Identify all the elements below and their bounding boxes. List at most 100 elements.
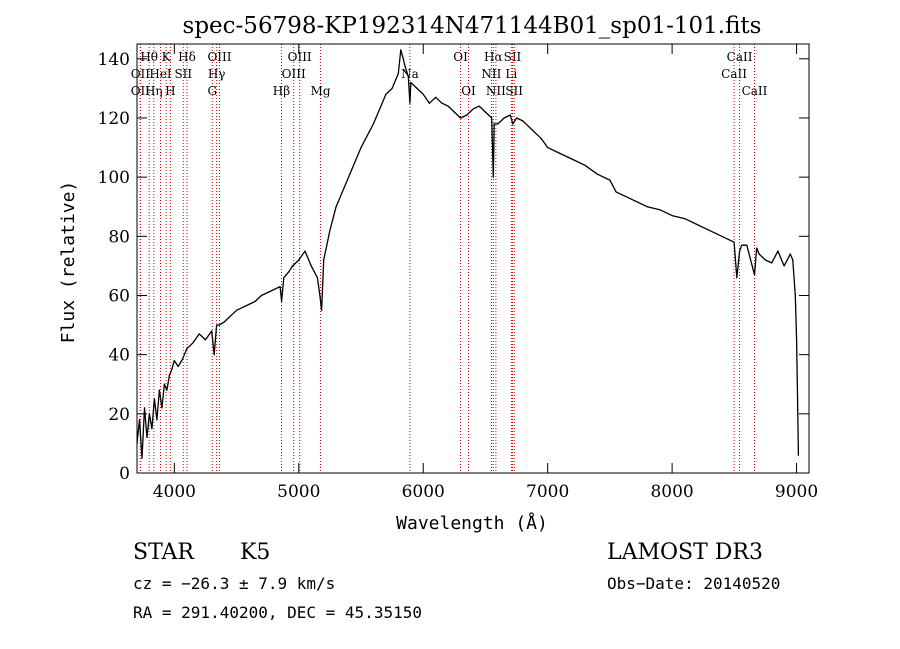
data-point-81 <box>522 120 524 122</box>
line-label-6: H <box>165 84 175 98</box>
data-point-109 <box>756 247 758 249</box>
data-point-29 <box>242 306 244 308</box>
data-point-21 <box>204 339 207 341</box>
y-tick-label-0: 0 <box>119 464 130 484</box>
data-point-117 <box>794 294 796 297</box>
data-point-70 <box>472 108 474 110</box>
data-point-40 <box>298 259 300 261</box>
y-tick-label-5: 100 <box>98 168 130 188</box>
data-point-73 <box>491 117 493 119</box>
data-point-104 <box>736 277 738 279</box>
data-point-11 <box>163 383 165 385</box>
line-label-25: CaII <box>721 67 747 81</box>
x-tick-label-4: 8000 <box>650 482 693 502</box>
line-label-11: G <box>207 84 217 98</box>
data-point-116 <box>792 259 794 261</box>
line-label-3: Hη <box>145 84 163 98</box>
data-point-35 <box>279 286 281 288</box>
data-point-20 <box>198 333 200 335</box>
data-point-53 <box>391 87 393 89</box>
series-line-flux <box>136 49 800 459</box>
line-label-14: OIII <box>282 67 306 81</box>
data-point-54 <box>397 72 399 75</box>
data-point-2 <box>141 457 143 459</box>
data-point-98 <box>683 217 686 220</box>
data-point-94 <box>634 200 636 202</box>
data-point-12 <box>166 389 168 391</box>
data-point-19 <box>192 342 194 344</box>
data-point-75 <box>493 123 495 125</box>
data-point-31 <box>254 300 256 302</box>
data-point-113 <box>777 250 779 252</box>
data-point-80 <box>515 117 518 119</box>
data-point-59 <box>409 102 411 104</box>
data-point-115 <box>789 253 791 255</box>
data-point-85 <box>547 146 549 149</box>
plot-frame <box>136 43 810 474</box>
x-tick-label-5: 9000 <box>775 482 818 502</box>
line-label-21: NII <box>486 84 506 98</box>
data-point-102 <box>727 238 729 240</box>
data-point-39 <box>291 265 294 267</box>
data-point-84 <box>540 138 543 140</box>
data-point-103 <box>733 241 735 243</box>
y-tick-label-7: 140 <box>98 50 130 70</box>
data-point-57 <box>403 64 406 66</box>
data-point-65 <box>441 102 443 104</box>
data-point-112 <box>771 262 773 264</box>
data-point-42 <box>310 265 312 267</box>
line-label-7: SII <box>174 67 192 81</box>
data-point-83 <box>534 132 536 134</box>
data-point-110 <box>758 253 760 255</box>
data-point-58 <box>407 75 409 78</box>
x-tick-label-2: 6000 <box>402 482 445 502</box>
line-label-22: SII <box>504 50 522 64</box>
data-point-7 <box>153 398 156 400</box>
data-point-5 <box>148 413 151 415</box>
x-tick-label-0: 4000 <box>153 482 196 502</box>
x-tick-label-1: 5000 <box>277 482 320 502</box>
y-tick-label-4: 80 <box>108 227 130 247</box>
line-label-20: NII <box>481 67 501 81</box>
data-point-25 <box>218 324 220 326</box>
y-tick-label-1: 20 <box>108 405 130 425</box>
x-axis-label: Wavelength (Å) <box>396 512 548 534</box>
data-point-15 <box>173 359 175 362</box>
chart-title: spec-56798-KP192314N471144B01_sp01-101.f… <box>183 13 762 39</box>
data-point-4 <box>146 436 148 439</box>
line-label-9: OIII <box>207 50 231 64</box>
data-point-96 <box>659 209 661 211</box>
data-point-51 <box>372 123 375 125</box>
data-point-76 <box>497 123 499 125</box>
data-point-108 <box>753 274 756 276</box>
data-point-119 <box>797 413 799 415</box>
data-point-95 <box>646 206 648 208</box>
data-point-61 <box>416 87 418 89</box>
line-label-4: HeI <box>149 67 172 81</box>
survey-name: LAMOST DR3 <box>607 540 763 565</box>
data-point-13 <box>168 374 170 376</box>
line-label-12: Hβ <box>273 84 290 98</box>
line-label-13: OIII <box>288 50 312 64</box>
data-point-8 <box>156 419 158 421</box>
line-label-26: CaII <box>727 50 753 64</box>
data-point-6 <box>151 428 153 430</box>
line-label-16: Na <box>401 67 419 81</box>
line-label-17: OI <box>453 50 468 64</box>
y-tick-label-6: 120 <box>98 109 130 129</box>
data-point-88 <box>584 164 586 166</box>
data-point-38 <box>288 271 290 273</box>
data-point-99 <box>696 223 698 226</box>
line-label-23: Li <box>505 67 517 81</box>
line-label-5: K <box>162 50 172 64</box>
line-label-19: Hα <box>484 50 503 64</box>
data-point-26 <box>223 321 225 323</box>
data-point-114 <box>783 265 785 267</box>
data-point-69 <box>466 114 468 116</box>
data-point-34 <box>273 288 275 291</box>
redshift-readout: cz = −26.3 ± 7.9 km/s <box>133 574 336 593</box>
y-tick-label-2: 40 <box>108 346 130 366</box>
data-point-90 <box>609 179 611 181</box>
data-point-23 <box>213 354 215 356</box>
